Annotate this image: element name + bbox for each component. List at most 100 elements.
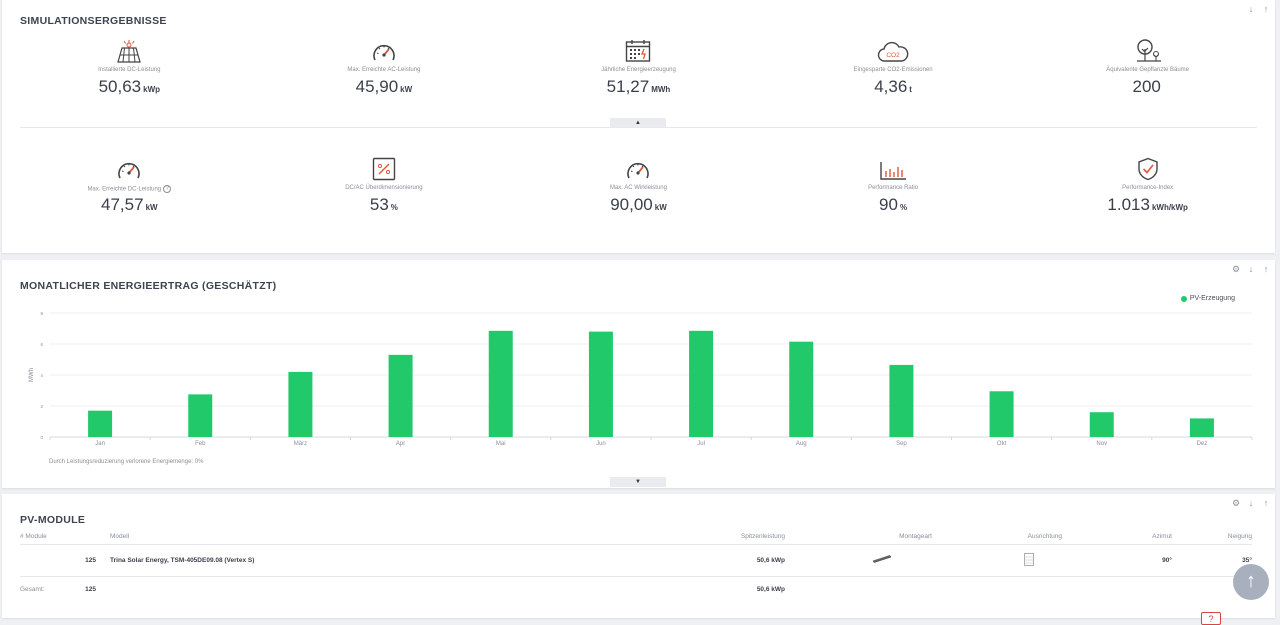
divider — [20, 127, 1257, 128]
kpi-card: Installierte DC-Leistung 50,63 kWp — [2, 37, 257, 97]
move-up-icon[interactable]: ↑ — [1263, 264, 1269, 274]
kpi-value: 200 — [1132, 77, 1161, 96]
table-row[interactable]: 125 Trina Solar Energy, TSM-405DE09.08 (… — [20, 544, 1252, 577]
x-tick-label: Okt — [997, 441, 1007, 447]
kpi-value: 90% — [879, 195, 908, 214]
bar — [588, 331, 613, 437]
kpi-value: 53% — [369, 195, 398, 214]
module-tilt: 35° — [1172, 544, 1252, 577]
kpi-unit: % — [899, 203, 908, 212]
bar — [288, 371, 313, 437]
panel-title: MONATLICHER ENERGIEERTRAG (GESCHÄTZT) — [20, 280, 277, 292]
curtailment-note: Durch Leistungsreduzierung verlorene Ene… — [49, 459, 204, 465]
total-count: 125 — [85, 585, 96, 593]
tree-icon — [1020, 37, 1275, 63]
y-tick-label: 2 — [40, 404, 43, 409]
x-tick-label: März — [294, 441, 307, 447]
bar — [88, 410, 113, 437]
panel-title: SIMULATIONSERGEBNISSE — [20, 15, 167, 27]
bar — [789, 341, 814, 437]
total-peak: 50,6 kWp — [756, 585, 785, 593]
bar — [488, 330, 513, 437]
kpi-unit: kWp — [143, 85, 161, 94]
scroll-to-top-button[interactable]: ↑ — [1233, 564, 1269, 600]
kpi-card: Performance-Index 1.013 kWh/kWp — [1020, 155, 1275, 215]
kpi-value: 4,36 t — [874, 77, 912, 96]
help-button[interactable]: ? — [1201, 612, 1221, 625]
x-tick-label: Aug — [796, 441, 807, 447]
gauge-icon — [2, 155, 257, 181]
col-header-azimuth: Azimut — [1062, 530, 1172, 545]
kpi-row-2: Max. Erreichte DC-Leistung? 47,57 kW DC/AC … — [2, 155, 1275, 215]
table-header-row: # Module Modell Spitzenleistung Montagea… — [20, 530, 1252, 545]
y-tick-label: 6 — [40, 342, 43, 347]
kpi-label: Max. AC Wirkleistung — [609, 185, 667, 191]
kpi-label: Max. Erreichte AC-Leistung — [347, 67, 421, 73]
total-label-count: Gesamt: 125 — [20, 576, 110, 602]
module-model: Trina Solar Energy, TSM-405DE09.08 (Vert… — [110, 544, 550, 577]
kpi-unit: kW — [145, 203, 158, 212]
kpi-unit: t — [909, 85, 912, 94]
x-tick-label: Nov — [1096, 441, 1107, 447]
move-down-icon[interactable]: ↓ — [1248, 498, 1254, 508]
x-tick-label: Jan — [95, 441, 105, 447]
kpi-label: Eingesparte CO2-Emissionen — [853, 67, 933, 73]
kpi-label: Jährliche Energieerzeugung — [601, 67, 676, 73]
kpi-card: Äquivalente Gepflanzte Bäume 200 — [1020, 37, 1275, 97]
panel-title: PV-MODULE — [20, 514, 86, 526]
chart-legend[interactable]: PV-Erzeugung — [1180, 295, 1235, 302]
settings-icon[interactable]: ⚙ — [1231, 264, 1241, 274]
col-header-count: # Module — [20, 530, 110, 545]
y-tick-label: 0 — [40, 435, 43, 440]
percent-box-icon — [257, 155, 512, 181]
y-axis-label: MWh — [29, 368, 35, 382]
monthly-bar-chart: 0 2 4 6 8 MWh Jan Feb März Apr Mai Jun Jul Aug Sep Okt N… — [29, 311, 1253, 447]
table-total-row: Gesamt: 125 50,6 kWp — [20, 576, 1252, 602]
kpi-label: DC/AC Überdimensionierung — [345, 185, 423, 191]
kpi-value: 45,90 kW — [355, 77, 413, 96]
bar-chart-icon — [766, 155, 1021, 181]
kpi-card: Performance Ratio 90% — [766, 155, 1021, 215]
kpi-value: 47,57 kW — [101, 195, 158, 214]
bar — [1089, 412, 1114, 437]
monthly-yield-panel: MONATLICHER ENERGIEERTRAG (GESCHÄTZT) ⚙ … — [2, 260, 1275, 488]
co2-cloud-icon: CO2 — [766, 37, 1021, 63]
mounting-tilted-icon — [785, 544, 932, 577]
kpi-value: 51,27 MWh — [606, 77, 671, 96]
col-header-model: Modell — [110, 530, 550, 545]
col-header-mounting: Montageart — [785, 530, 932, 545]
calendar-energy-icon — [511, 37, 766, 63]
kpi-label: Max. Erreichte DC-Leistung? — [2, 185, 257, 193]
expand-button[interactable]: ▼ — [610, 477, 666, 487]
help-icon[interactable]: ? — [163, 185, 172, 193]
kpi-label: Performance-Index — [1122, 185, 1174, 191]
kpi-unit: kW — [400, 85, 413, 94]
legend-swatch — [1180, 295, 1187, 302]
bar — [1189, 418, 1214, 437]
svg-text:CO2: CO2 — [886, 52, 900, 59]
kpi-unit: kWh/kWp — [1151, 203, 1188, 212]
gauge-icon — [257, 37, 512, 63]
collapse-button[interactable]: ▲ — [610, 118, 666, 128]
kpi-label: Performance Ratio — [868, 185, 919, 191]
pv-modules-panel: PV-MODULE ⚙ ↓ ↑ # Module Modell Spitzenl… — [2, 494, 1275, 618]
y-tick-label: 8 — [40, 311, 43, 316]
move-down-icon[interactable]: ↓ — [1248, 4, 1254, 14]
bar — [889, 364, 914, 437]
col-header-peak: Spitzenleistung — [550, 530, 785, 545]
move-up-icon[interactable]: ↑ — [1263, 4, 1269, 14]
bar — [989, 391, 1014, 437]
kpi-value: 50,63 kWp — [98, 77, 161, 96]
kpi-row-1: Installierte DC-Leistung 50,63 kWp Max. Err… — [2, 37, 1275, 97]
module-count: 125 — [20, 544, 110, 577]
bar — [388, 354, 413, 437]
x-tick-label: Feb — [195, 441, 206, 447]
kpi-card: CO2 Eingesparte CO2-Emissionen 4,36 t — [766, 37, 1021, 97]
module-peak: 50,6 kWp — [550, 544, 785, 577]
settings-icon[interactable]: ⚙ — [1231, 498, 1241, 508]
move-down-icon[interactable]: ↓ — [1248, 264, 1254, 274]
x-tick-label: Jul — [697, 441, 705, 447]
x-tick-label: Sep — [896, 441, 907, 447]
move-up-icon[interactable]: ↑ — [1263, 498, 1269, 508]
kpi-label: Äquivalente Gepflanzte Bäume — [1106, 67, 1190, 73]
